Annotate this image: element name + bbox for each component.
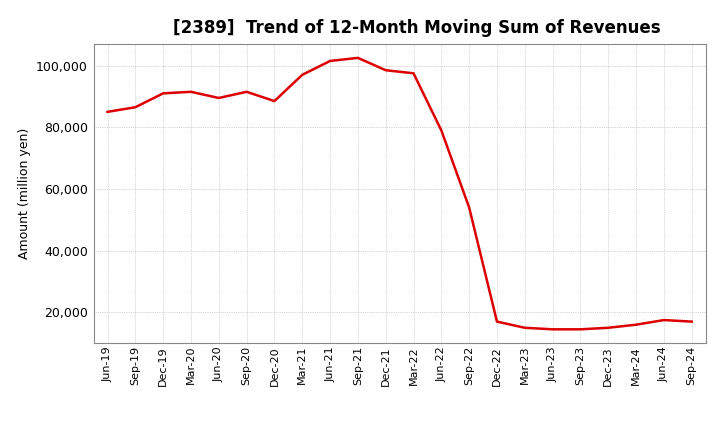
Y-axis label: Amount (million yen): Amount (million yen) — [17, 128, 31, 259]
Text: [2389]  Trend of 12-Month Moving Sum of Revenues: [2389] Trend of 12-Month Moving Sum of R… — [174, 19, 661, 37]
